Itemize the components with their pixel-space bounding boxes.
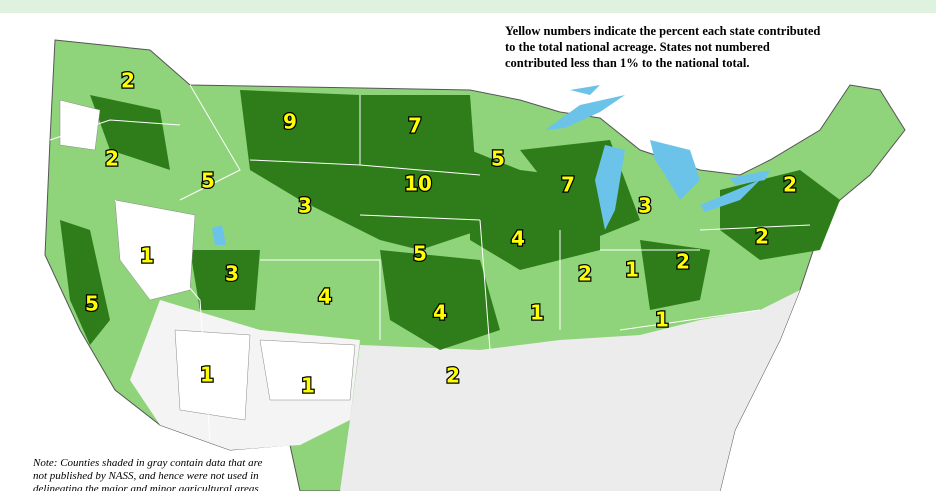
note-line: not published by NASS, and hence were no… (33, 470, 259, 482)
state-percent: 2 (783, 173, 797, 197)
state-percent: 2 (121, 69, 135, 93)
state-percent: 5 (413, 242, 427, 266)
state-percent: 2 (446, 364, 460, 388)
state-percent: 3 (298, 194, 312, 218)
state-percent: 2 (676, 250, 690, 274)
state-percent: 2 (578, 262, 592, 286)
state-percent: 1 (140, 244, 154, 268)
gray-note: Note: Counties shaded in gray contain da… (32, 457, 262, 491)
state-percent: 7 (408, 114, 422, 138)
state-borders (49, 84, 811, 441)
note-line: delineating the major and minor agricult… (33, 483, 259, 491)
state-percent: 4 (511, 227, 525, 251)
header-line: contributed less than 1% to the national… (505, 56, 749, 70)
state-percent: 3 (638, 194, 652, 218)
white-areas (59, 99, 356, 421)
state-percent: 1 (625, 258, 639, 282)
state-percent: 4 (433, 301, 447, 325)
state-percent: 5 (85, 292, 99, 316)
note-line: Note: Counties shaded in gray contain da… (32, 457, 262, 469)
state-percent: 1 (301, 374, 315, 398)
state-percent: 4 (318, 285, 332, 309)
header-note: Yellow numbers indicate the percent each… (505, 24, 820, 70)
top-bar (0, 0, 936, 13)
state-labels: 2 2 9 7 5 10 5 3 7 3 2 2 4 5 1 3 4 2 1 2 5 4 1 1 2 1 1 (84, 67, 798, 399)
state-percent: 1 (530, 301, 544, 325)
state-percent: 2 (755, 225, 769, 249)
header-line: Yellow numbers indicate the percent each… (505, 24, 820, 38)
state-percent: 7 (561, 173, 575, 197)
state-percent: 1 (655, 308, 669, 332)
southern-region (340, 290, 800, 491)
state-percent: 5 (201, 169, 215, 193)
state-percent: 9 (283, 110, 297, 134)
lakes (212, 85, 770, 245)
header-line: to the total national acreage. States no… (505, 40, 770, 54)
state-percent: 1 (200, 363, 214, 387)
state-percent: 5 (491, 147, 505, 171)
state-percent: 10 (404, 172, 432, 196)
state-percent: 3 (225, 262, 239, 286)
state-percent: 2 (105, 147, 119, 171)
